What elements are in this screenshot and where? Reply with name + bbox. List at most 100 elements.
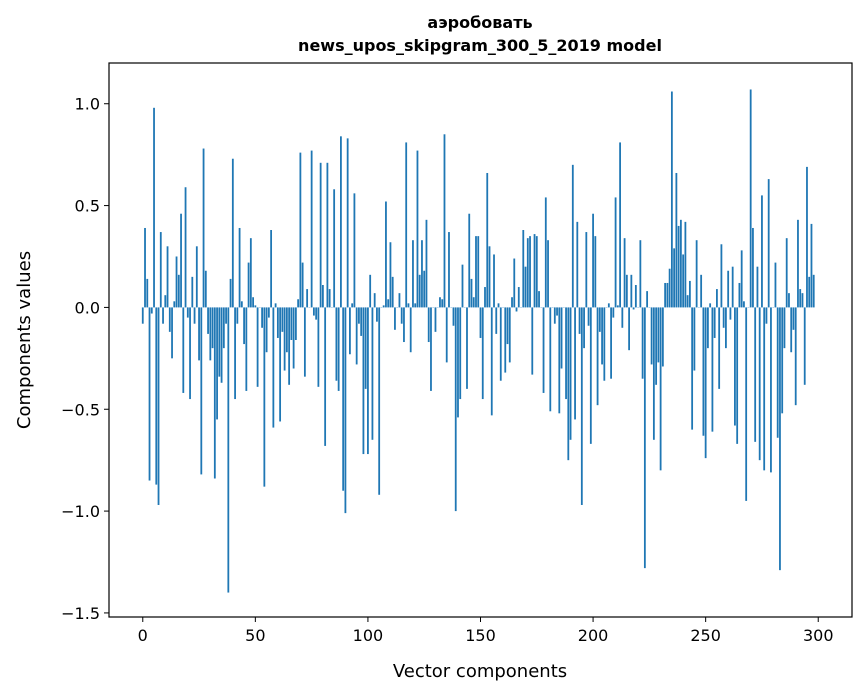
bar-188 — [565, 307, 567, 400]
bar-254 — [713, 307, 716, 338]
bar-208 — [610, 307, 612, 379]
bar-109 — [387, 299, 390, 308]
bar-178 — [542, 307, 545, 393]
bar-128 — [430, 307, 432, 391]
bar-205 — [603, 307, 606, 381]
bar-180 — [547, 240, 549, 308]
bar-102 — [371, 307, 374, 440]
bar-176 — [538, 291, 540, 308]
bar-116 — [403, 307, 405, 343]
bar-197 — [585, 232, 588, 308]
bar-93 — [351, 303, 354, 308]
bar-289 — [792, 307, 795, 330]
bar-159 — [499, 307, 502, 381]
bar-190 — [569, 307, 572, 440]
bar-288 — [790, 307, 793, 353]
bar-145 — [468, 213, 471, 308]
bar-278 — [767, 179, 770, 308]
bar-0 — [141, 307, 144, 324]
bar-142 — [461, 264, 464, 308]
bar-156 — [493, 254, 495, 308]
bar-118 — [407, 303, 410, 308]
bar-189 — [567, 307, 570, 461]
bar-82 — [326, 162, 329, 308]
bar-268 — [745, 307, 748, 501]
bar-83 — [328, 289, 331, 308]
x-tick-label: 50 — [245, 626, 265, 645]
bar-108 — [385, 201, 387, 308]
bar-69 — [297, 299, 300, 308]
y-tick-label: −1.0 — [61, 502, 100, 521]
bar-218 — [632, 307, 635, 310]
bar-158 — [497, 303, 500, 308]
bar-73 — [306, 289, 309, 308]
bar-212 — [619, 142, 621, 308]
bar-6 — [155, 307, 158, 485]
bar-66 — [290, 307, 293, 340]
bar-170 — [524, 266, 527, 308]
bar-228 — [655, 307, 658, 385]
bar-18 — [182, 307, 185, 393]
bar-37 — [225, 307, 227, 324]
bar-90 — [344, 307, 347, 514]
bar-245 — [693, 307, 696, 371]
bar-175 — [535, 236, 538, 308]
bar-224 — [646, 291, 649, 308]
bar-86 — [335, 307, 338, 381]
bar-163 — [508, 307, 511, 363]
bar-223 — [643, 307, 646, 569]
y-ticks: 1.0 0.5 0.0 −0.5 −1.0 −1.5 — [61, 95, 109, 623]
bar-272 — [754, 307, 757, 442]
bar-101 — [369, 274, 372, 308]
bar-213 — [621, 307, 624, 328]
bar-122 — [416, 150, 419, 308]
bar-287 — [788, 293, 790, 308]
bar-295 — [806, 166, 808, 308]
bar-249 — [702, 307, 705, 436]
bar-20 — [186, 307, 189, 318]
bar-140 — [457, 307, 459, 418]
y-tick-label: −0.5 — [61, 400, 100, 419]
bar-95 — [355, 307, 358, 365]
bar-53 — [261, 307, 263, 328]
bar-276 — [763, 307, 766, 471]
bar-16 — [177, 274, 180, 308]
bar-99 — [364, 307, 367, 389]
bar-298 — [812, 274, 815, 308]
bar-282 — [776, 307, 779, 438]
bar-239 — [679, 219, 682, 308]
bar-222 — [641, 307, 644, 379]
bar-43 — [238, 227, 241, 308]
bar-200 — [592, 213, 594, 308]
bar-59 — [274, 303, 277, 308]
bar-47 — [247, 262, 250, 308]
bar-88 — [340, 136, 342, 308]
bar-62 — [281, 307, 284, 332]
bar-164 — [511, 297, 513, 308]
bar-166 — [515, 307, 518, 312]
bar-79 — [319, 162, 322, 308]
bar-7 — [157, 307, 160, 505]
bar-104 — [376, 307, 378, 322]
bar-153 — [486, 172, 489, 308]
bar-5 — [153, 107, 155, 308]
bar-273 — [756, 266, 759, 308]
bar-9 — [162, 307, 164, 324]
bar-211 — [616, 305, 619, 308]
bar-85 — [333, 189, 336, 308]
bar-201 — [594, 236, 597, 308]
bar-55 — [265, 307, 268, 353]
y-tick-label: −1.5 — [61, 604, 100, 623]
bar-157 — [495, 307, 498, 334]
bar-98 — [362, 307, 365, 455]
bar-185 — [558, 307, 561, 414]
bar-25 — [198, 307, 200, 361]
bar-233 — [666, 282, 669, 308]
bar-219 — [634, 285, 637, 308]
bar-241 — [684, 221, 687, 308]
bar-70 — [299, 152, 302, 308]
bar-34 — [218, 307, 221, 377]
bar-103 — [373, 293, 376, 308]
bar-132 — [439, 297, 441, 308]
bar-22 — [191, 276, 194, 308]
